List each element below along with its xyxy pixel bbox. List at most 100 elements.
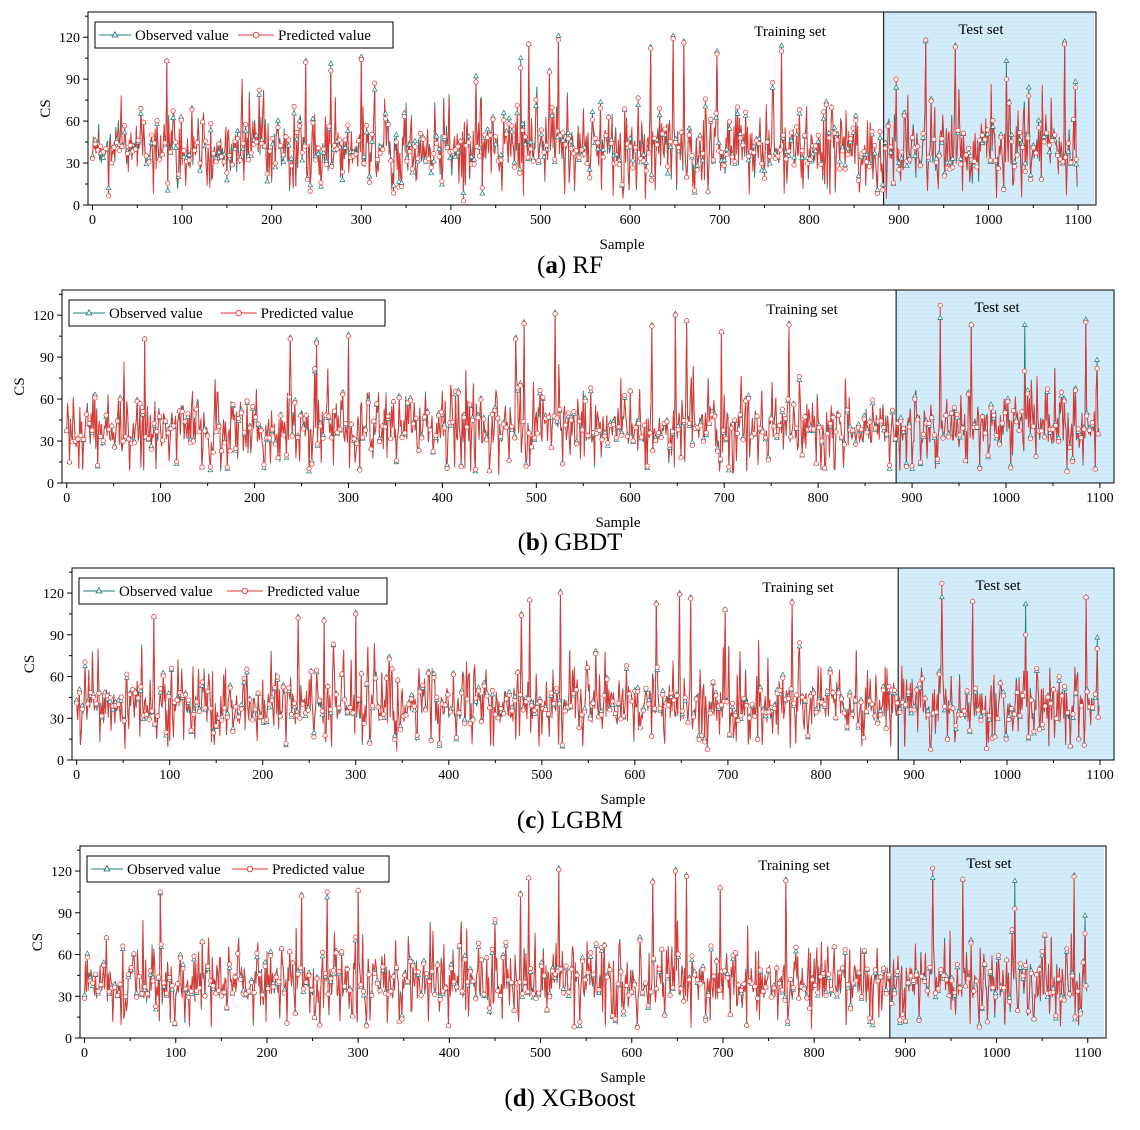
predicted-point: [526, 41, 532, 47]
predicted-point: [185, 697, 191, 703]
predicted-point: [815, 989, 821, 996]
predicted-point: [863, 708, 870, 714]
caption-model: RF: [572, 252, 603, 279]
predicted-point: [213, 723, 219, 729]
predicted-point: [131, 951, 137, 957]
x-tick-label: 600: [624, 768, 645, 783]
predicted-point: [355, 887, 361, 894]
predicted-point: [970, 598, 976, 604]
predicted-point: [730, 700, 736, 707]
predicted-point: [861, 735, 867, 741]
predicted-point: [735, 717, 741, 724]
observed-point: [409, 169, 416, 175]
predicted-point: [439, 178, 445, 184]
predicted-point: [763, 984, 769, 990]
observed-point: [708, 946, 715, 952]
observed-point: [1092, 694, 1099, 701]
predicted-point: [448, 709, 454, 715]
predicted-point: [576, 418, 583, 424]
observed-point: [267, 948, 274, 954]
predicted-point: [714, 958, 720, 965]
predicted-point: [169, 983, 175, 989]
predicted-point: [455, 390, 461, 396]
predicted-point: [819, 438, 825, 444]
predicted-point: [632, 145, 639, 151]
predicted-point: [316, 697, 323, 703]
predicted-point: [391, 399, 397, 405]
x-tick-label: 400: [439, 1046, 460, 1061]
predicted-point: [452, 147, 458, 153]
predicted-point: [318, 180, 324, 186]
predicted-point: [458, 138, 464, 144]
observed-point: [123, 674, 130, 680]
predicted-point: [334, 430, 340, 436]
predicted-point: [582, 398, 588, 404]
observed-point: [938, 593, 945, 600]
observed-point: [253, 132, 260, 138]
predicted-point: [875, 720, 881, 726]
observed-point: [1094, 634, 1101, 640]
observed-point: [319, 711, 326, 717]
predicted-point: [536, 157, 542, 163]
predicted-point: [374, 981, 380, 987]
predicted-point: [511, 164, 518, 170]
observed-point: [553, 688, 560, 694]
predicted-point: [227, 152, 233, 159]
predicted-point: [1026, 93, 1032, 99]
predicted-point: [697, 136, 703, 142]
predicted-point: [140, 408, 146, 414]
predicted-point: [698, 423, 704, 429]
predicted-point: [350, 710, 356, 716]
predicted-point: [366, 179, 372, 185]
predicted-point: [917, 163, 923, 169]
observed-point: [844, 145, 851, 151]
observed-point: [324, 894, 331, 900]
predicted-point: [548, 690, 554, 696]
predicted-point: [533, 996, 539, 1002]
observed-point: [411, 707, 418, 713]
observed-point: [531, 710, 538, 716]
predicted-point: [526, 875, 532, 881]
predicted-point: [340, 391, 346, 397]
observed-point: [406, 141, 413, 147]
predicted-point: [727, 1012, 733, 1018]
predicted-point: [958, 712, 964, 718]
predicted-point: [377, 988, 383, 994]
predicted-point: [501, 117, 507, 123]
predicted-point: [875, 978, 881, 984]
predicted-point: [551, 701, 557, 707]
predicted-point: [364, 122, 370, 129]
observed-point: [438, 181, 445, 187]
predicted-point: [1028, 970, 1034, 976]
observed-point: [1058, 392, 1065, 398]
predicted-point: [177, 955, 183, 961]
predicted-point: [248, 980, 255, 986]
predicted-point: [264, 171, 270, 177]
predicted-point: [238, 410, 244, 416]
observed-point: [1035, 117, 1042, 123]
predicted-point: [774, 433, 780, 439]
predicted-point: [146, 716, 152, 722]
predicted-point: [155, 713, 161, 719]
predicted-point: [722, 968, 728, 974]
predicted-point: [172, 1020, 178, 1026]
predicted-point: [414, 732, 420, 738]
predicted-point: [120, 943, 126, 949]
x-tick-label: 1100: [1086, 491, 1113, 506]
observed-point: [1008, 131, 1015, 137]
predicted-point: [95, 988, 101, 994]
predicted-point: [382, 424, 388, 430]
predicted-point: [912, 396, 918, 402]
observed-point: [280, 158, 287, 164]
predicted-point: [780, 675, 786, 681]
predicted-point: [199, 939, 205, 945]
predicted-point: [646, 150, 652, 156]
predicted-point: [1059, 693, 1065, 699]
predicted-point: [138, 106, 144, 112]
predicted-markers: [74, 580, 1101, 753]
predicted-point: [498, 157, 504, 163]
observed-point: [447, 154, 453, 161]
predicted-point: [1036, 125, 1042, 131]
predicted-point: [723, 435, 729, 441]
predicted-point: [869, 1019, 876, 1025]
